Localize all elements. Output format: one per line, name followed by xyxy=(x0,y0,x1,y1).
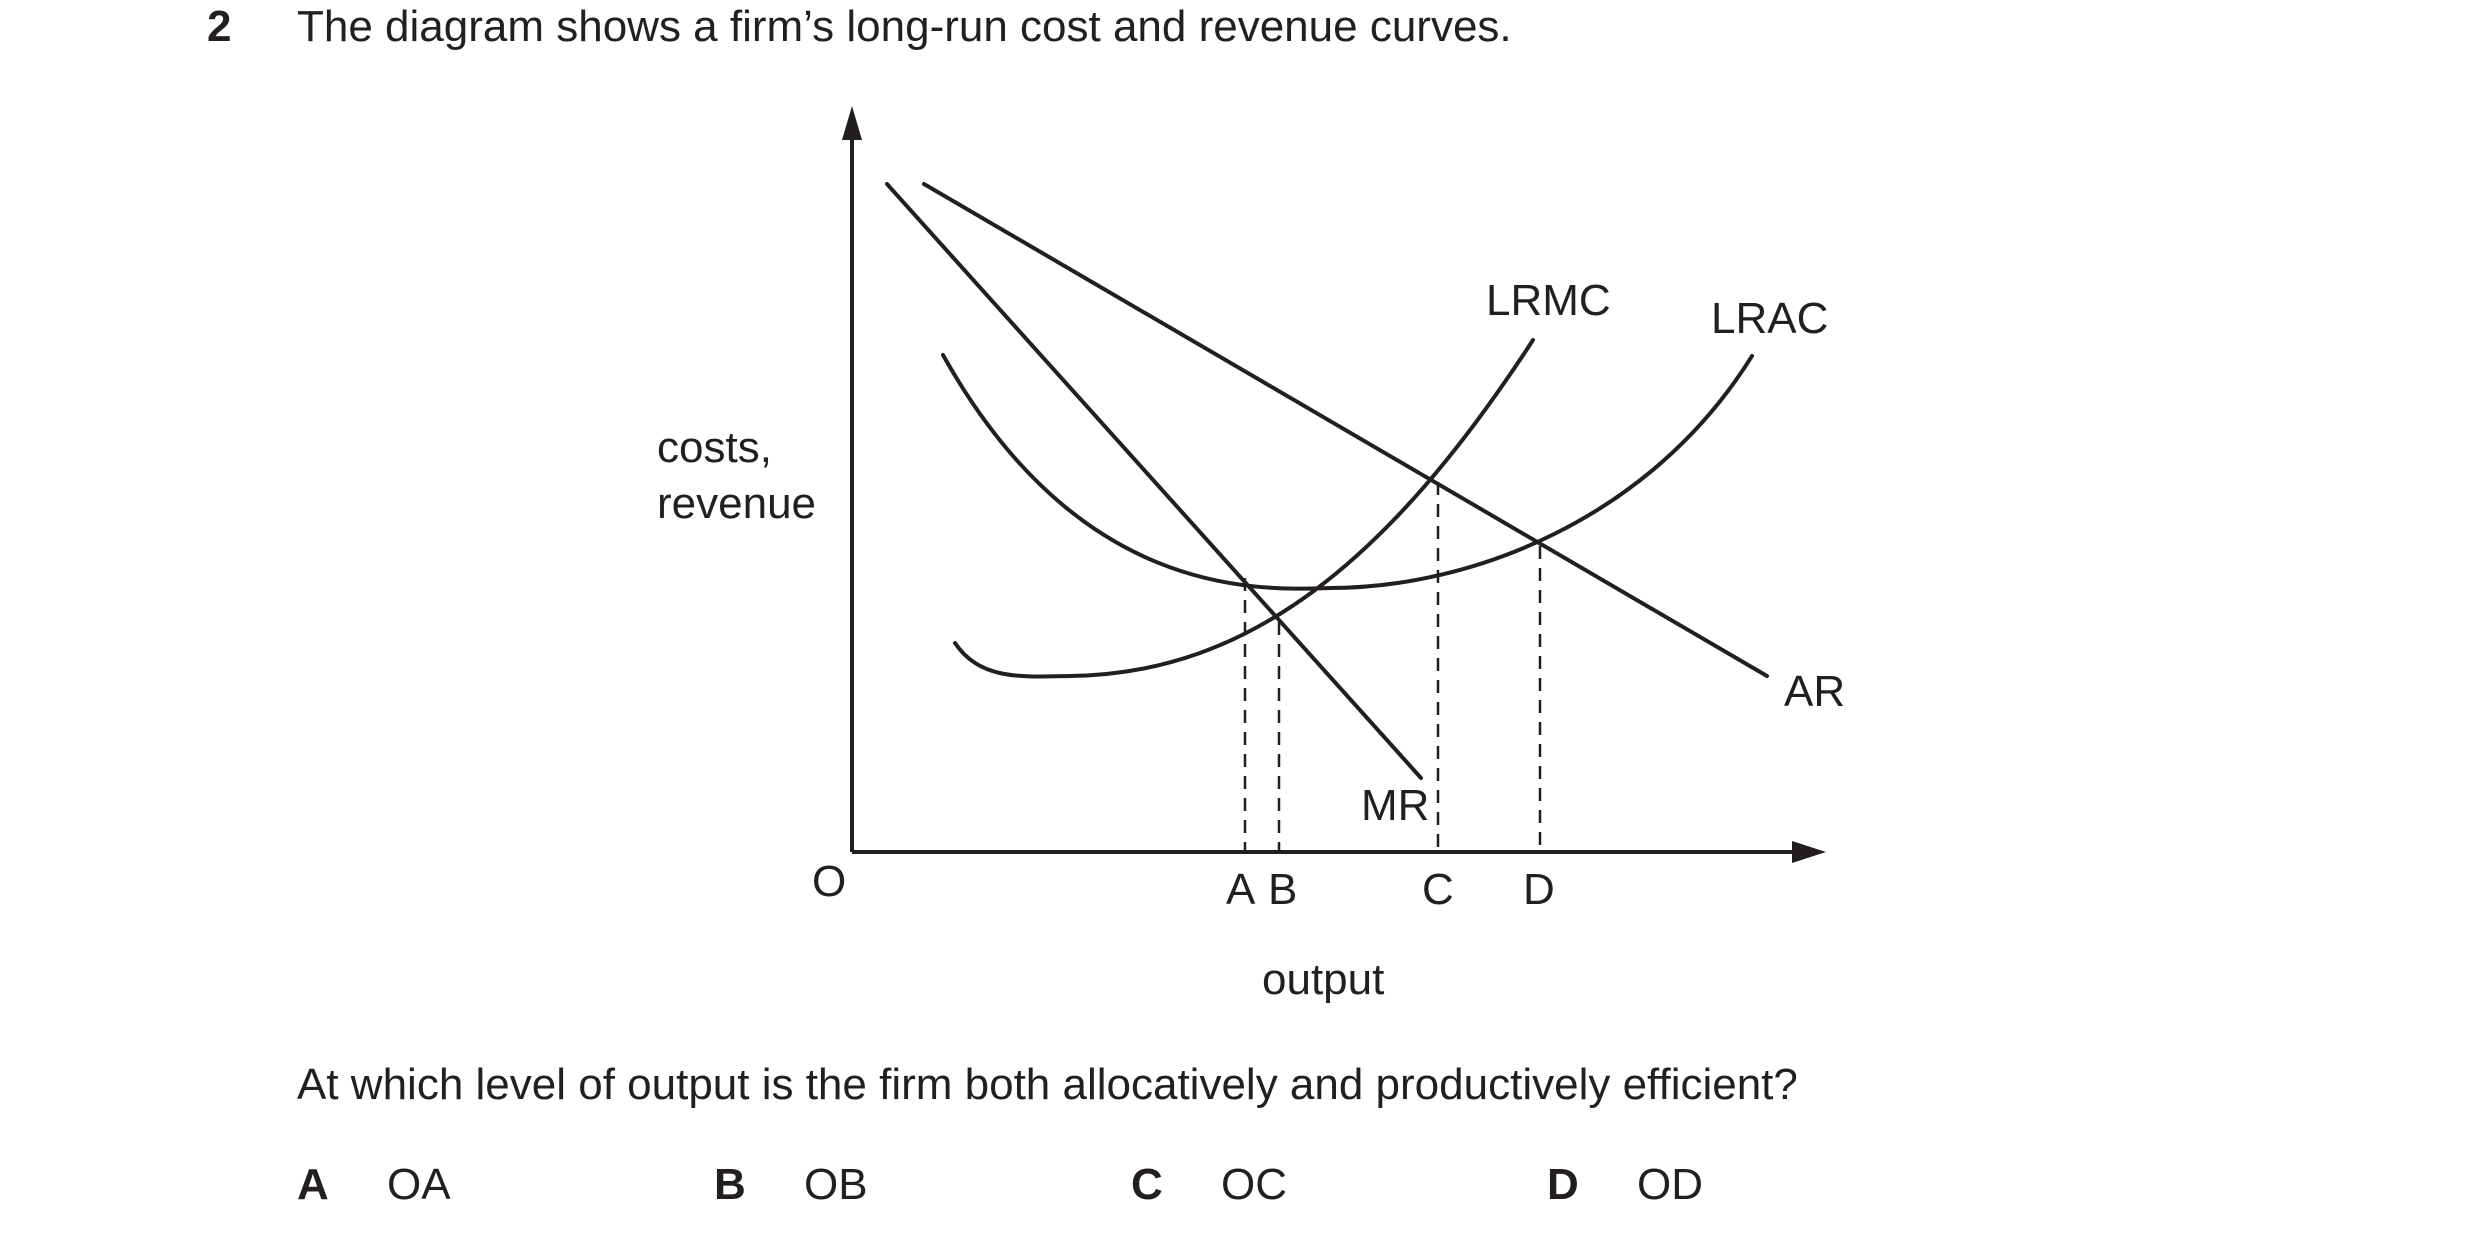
ar-label: AR xyxy=(1784,667,1845,716)
lrac-label: LRAC xyxy=(1711,294,1828,343)
x-axis-label: output xyxy=(1262,955,1384,1004)
option-b[interactable]: B OB xyxy=(714,1158,868,1212)
question-prompt: At which level of output is the firm bot… xyxy=(297,1060,1798,1109)
lrac-curve xyxy=(941,353,1754,591)
option-b-text: OB xyxy=(804,1160,868,1209)
option-c-text: OC xyxy=(1221,1160,1287,1209)
mr-label: MR xyxy=(1361,781,1429,830)
ar-line xyxy=(922,182,1769,678)
lrmc-curve xyxy=(953,338,1535,679)
output-label-a: A xyxy=(1226,865,1256,914)
y-axis-label-line1: costs, xyxy=(657,423,772,472)
mr-line xyxy=(885,182,1423,780)
option-a-letter: A xyxy=(297,1160,329,1209)
question-number: 2 xyxy=(207,2,232,51)
output-label-c: C xyxy=(1422,865,1454,914)
x-axis-arrow xyxy=(1792,841,1826,863)
origin-label: O xyxy=(812,857,846,906)
option-b-letter: B xyxy=(714,1160,746,1209)
output-label-b: B xyxy=(1268,865,1297,914)
y-axis-label-line2: revenue xyxy=(657,479,816,528)
question-stem: The diagram shows a firm’s long-run cost… xyxy=(297,2,1512,51)
option-d-letter: D xyxy=(1547,1160,1579,1209)
option-a-text: OA xyxy=(387,1160,451,1209)
lrmc-label: LRMC xyxy=(1486,276,1611,325)
y-axis-arrow xyxy=(842,106,862,140)
option-d-text: OD xyxy=(1637,1160,1703,1209)
output-guides xyxy=(1243,482,1542,852)
option-c-letter: C xyxy=(1131,1160,1163,1209)
option-c[interactable]: C OC xyxy=(1131,1158,1287,1212)
option-d[interactable]: D OD xyxy=(1547,1158,1703,1212)
option-a[interactable]: A OA xyxy=(297,1158,451,1212)
output-label-d: D xyxy=(1523,865,1555,914)
